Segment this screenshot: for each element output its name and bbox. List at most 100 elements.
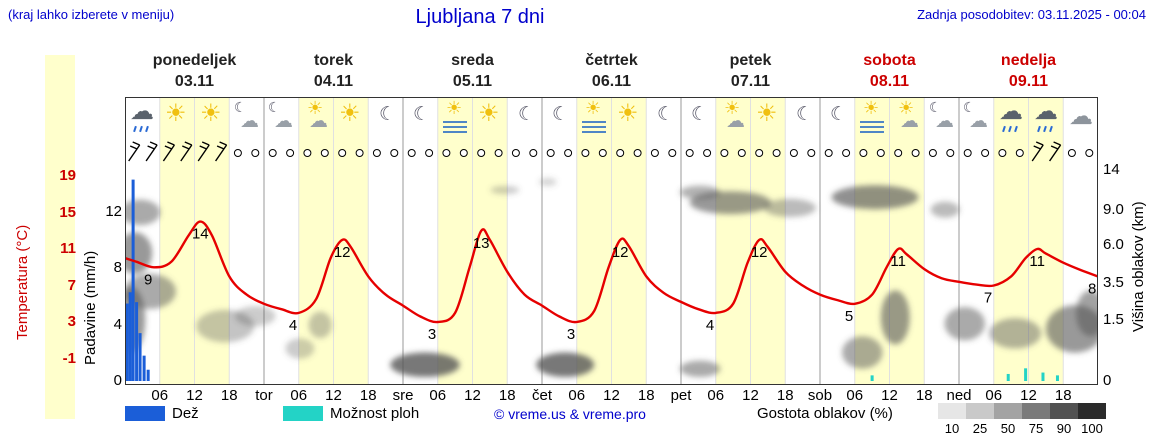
weather-icon-sun: ☀ (474, 99, 506, 137)
time-label: 12 (742, 387, 759, 404)
rain-bar (135, 302, 139, 381)
time-label: 06 (290, 387, 308, 404)
calm-wind-marker (1015, 149, 1024, 157)
calm-wind-marker (390, 149, 399, 157)
shower-bar (1055, 375, 1059, 381)
cloud-scale-value: 75 (1028, 421, 1044, 436)
cloud-icon: ☁ (900, 111, 919, 132)
shower-bar (1006, 373, 1010, 381)
cloud-blob (539, 178, 557, 186)
calm-wind-marker (703, 149, 712, 157)
fog-line (582, 126, 606, 128)
cloud-scale-value: 25 (972, 421, 988, 436)
calm-wind-marker (842, 149, 851, 157)
calm-wind-marker (459, 149, 468, 157)
wind-barb (162, 141, 175, 162)
day-header-sreda: sreda 05.11 (403, 50, 542, 92)
calm-wind-marker (598, 149, 607, 157)
time-label: 18 (359, 387, 377, 404)
credit-link[interactable]: © vreme.us & vreme.pro (494, 406, 646, 422)
sun-icon: ☀ (617, 100, 639, 127)
sun-icon: ☀ (339, 100, 361, 127)
rain-bar (125, 303, 129, 381)
cloud-blob (689, 191, 771, 215)
weather-icon-sun: ☀ (613, 99, 645, 137)
rain-legend-label: Dež (172, 405, 199, 422)
day-name: sreda (451, 52, 494, 69)
moon-icon: ☾ (657, 104, 675, 125)
temp-value-label: 5 (845, 308, 853, 325)
time-label: 12 (464, 387, 481, 404)
precip-tick-4: 4 (113, 315, 122, 333)
day-date: 08.11 (869, 73, 910, 90)
day-abbrev-label: ned (946, 387, 972, 404)
temp-tick-11: 11 (60, 240, 76, 257)
calm-wind-marker (529, 149, 538, 157)
raindrop (1008, 125, 1012, 133)
temp-value-label: 3 (567, 326, 575, 343)
time-label: 06 (429, 387, 447, 404)
weather-icon-rain: ☁ (126, 99, 158, 137)
temp-value-label: 11 (890, 253, 906, 270)
fog-line (860, 121, 884, 123)
day-header-petek: petek 07.11 (681, 50, 820, 92)
day-header-ponedeljek: ponedeljek 03.11 (125, 50, 264, 92)
precip-tick-8: 8 (113, 259, 122, 277)
cloud-tick-1.5: 1.5 (1103, 311, 1124, 328)
calm-wind-marker (303, 149, 312, 157)
wind-barb (197, 141, 210, 162)
fog-line (443, 131, 467, 133)
time-label: 06 (707, 387, 725, 404)
temp-value-label: 11 (1029, 253, 1045, 270)
day-header-sobota: sobota 08.11 (820, 50, 959, 92)
calm-wind-marker (1067, 149, 1076, 157)
sun-icon: ☀ (307, 98, 324, 118)
calm-wind-marker (981, 149, 990, 157)
moon-icon: ☾ (413, 104, 431, 125)
cloud-blob (235, 306, 276, 327)
moon-icon: ☾ (379, 104, 397, 125)
cloud-tick-3.5: 3.5 (1103, 274, 1124, 291)
day-date: 06.11 (591, 73, 632, 90)
calm-wind-marker (876, 149, 885, 157)
weather-icon-moon: ☾ (543, 99, 575, 137)
cloud-blob (536, 352, 595, 377)
weather-icon-moon: ☾ (648, 99, 680, 137)
calm-wind-marker (911, 149, 920, 157)
cloud-icon: ☁ (240, 111, 259, 132)
day-name: torek (313, 52, 354, 69)
fog-line (443, 126, 467, 128)
weather-icon-moon: ☾ (787, 99, 819, 137)
temp-tick--1: -1 (62, 349, 76, 367)
day-date: 03.11 (174, 73, 215, 90)
time-label: 12 (1020, 387, 1037, 404)
cloud-scale-value: 90 (1056, 421, 1072, 436)
temp-tick-19: 19 (59, 167, 76, 184)
calm-wind-marker (755, 149, 764, 157)
sun-icon: ☀ (478, 100, 500, 127)
raindrop (1049, 125, 1053, 133)
calm-wind-marker (251, 149, 260, 157)
time-label: 06 (151, 387, 169, 404)
temp-value-label: 12 (612, 244, 629, 261)
calm-wind-marker (372, 149, 381, 157)
fog-line (443, 121, 467, 123)
wind-barb (145, 141, 158, 162)
calm-wind-marker (511, 149, 520, 157)
showers-legend-label: Možnost ploh (330, 405, 420, 422)
cloud-scale-value: 10 (944, 421, 960, 436)
weather-icon-moon: ☾ (821, 99, 853, 137)
calm-wind-marker (320, 149, 329, 157)
temp-value-label: 12 (751, 244, 768, 261)
time-label: 18 (498, 387, 516, 404)
day-header-torek: torek 04.11 (264, 50, 403, 92)
weather-icon-rain: ☁ (1030, 99, 1062, 137)
moon-icon: ☾ (796, 104, 814, 125)
fog-line (860, 131, 884, 133)
calm-wind-marker (1085, 149, 1094, 157)
cloud-icon: ☁ (309, 111, 328, 132)
last-updated: Zadnja posodobitev: 03.11.2025 - 00:04 (917, 7, 1146, 22)
cloud-scale-value: 100 (1081, 421, 1103, 436)
cloud-density-scale: 10 25 50 75 90 100 (938, 403, 1108, 439)
moon-icon: ☾ (268, 99, 281, 115)
